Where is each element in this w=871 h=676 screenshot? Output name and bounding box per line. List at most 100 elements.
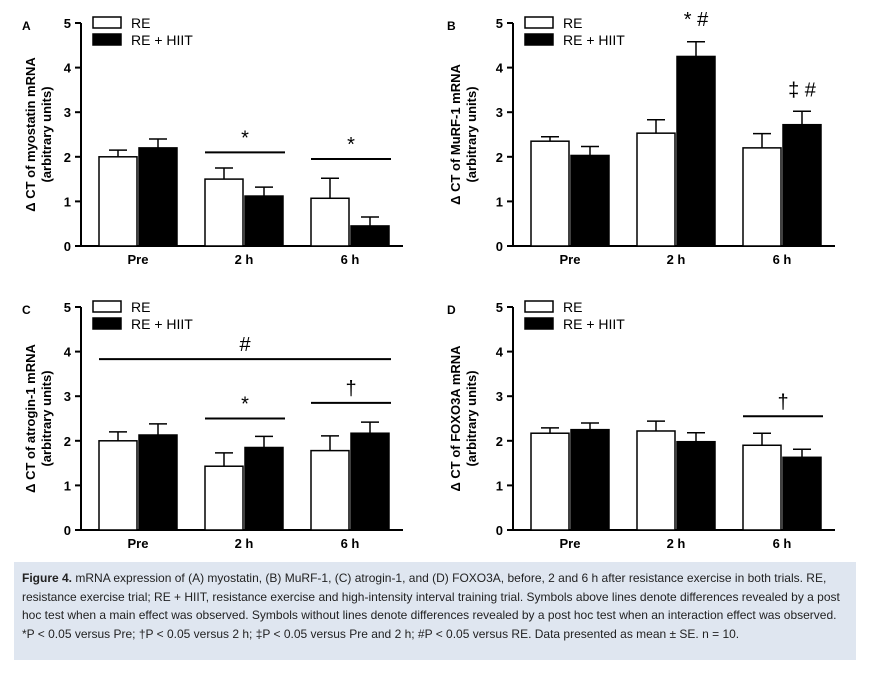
- bar-re-hiit: [676, 440, 716, 531]
- bar-re-hiit: [138, 434, 178, 531]
- legend-swatch: [524, 33, 554, 46]
- significance-symbol: *: [347, 134, 355, 156]
- y-tick-label: 3: [496, 105, 503, 120]
- legend-swatch: [524, 16, 554, 29]
- legend-swatch: [92, 300, 122, 313]
- y-tick-label: 2: [496, 434, 503, 449]
- y-tick-label: 5: [64, 300, 71, 315]
- y-tick-label: 5: [496, 300, 503, 315]
- y-tick-label: 4: [496, 345, 504, 360]
- legend-swatch: [524, 317, 554, 330]
- y-axis-title-units: (arbitrary units): [464, 86, 479, 182]
- bar-re-hiit: [244, 195, 284, 247]
- panel-label: A: [22, 19, 31, 33]
- chart-panel-a: A Δ CT of myostatin mRNA (arbitrary units)…: [22, 15, 403, 267]
- bar-re: [98, 156, 138, 247]
- x-tick-label: 6 h: [341, 252, 360, 267]
- y-tick-label: 1: [496, 478, 503, 493]
- panel-label: D: [447, 303, 456, 317]
- y-tick-label: 2: [496, 150, 503, 165]
- x-tick-label: 2 h: [667, 252, 686, 267]
- y-axis-title: Δ CT of MuRF-1 mRNA: [448, 64, 463, 205]
- bar-re-hiit: [350, 432, 390, 531]
- bar-re: [742, 147, 782, 247]
- bar-re: [310, 449, 350, 531]
- y-tick-label: 4: [64, 61, 72, 76]
- bar-re: [636, 430, 676, 531]
- significance-symbol: *: [241, 394, 249, 416]
- bar-re-hiit: [570, 154, 610, 247]
- chart-panel-d: D Δ CT of FOXO3A mRNA (arbitrary units) 0 1 2…: [447, 299, 835, 551]
- chart-panel-c: C Δ CT of atrogin-1 mRNA (arbitrary units)…: [22, 299, 403, 551]
- x-tick-label: 2 h: [235, 252, 254, 267]
- y-axis-title-units: (arbitrary units): [464, 370, 479, 466]
- legend-label: RE + HIIT: [131, 32, 193, 48]
- chart-panel-b: B Δ CT of MuRF-1 mRNA (arbitrary units) 0 1 2…: [447, 9, 835, 267]
- y-tick-label: 0: [496, 523, 503, 538]
- legend-label: RE + HIIT: [131, 316, 193, 332]
- significance-symbol: †: [345, 378, 356, 400]
- legend-label: RE: [563, 15, 582, 31]
- panel-label: B: [447, 19, 456, 33]
- y-tick-label: 1: [64, 478, 71, 493]
- y-axis-title-units: (arbitrary units): [39, 86, 54, 182]
- y-axis-title: Δ CT of FOXO3A mRNA: [448, 345, 463, 492]
- x-tick-label: 2 h: [667, 536, 686, 551]
- y-tick-label: 4: [496, 61, 504, 76]
- bar-re: [204, 465, 244, 531]
- figure-caption: Figure 4. mRNA expression of (A) myostat…: [14, 562, 856, 660]
- y-tick-label: 2: [64, 434, 71, 449]
- bar-re: [204, 178, 244, 247]
- bar-re-hiit: [782, 456, 822, 531]
- x-tick-label: Pre: [128, 252, 149, 267]
- caption-label: Figure 4.: [22, 571, 73, 585]
- bar-re-hiit: [570, 428, 610, 531]
- bar-re-hiit: [782, 123, 822, 247]
- bar-re: [530, 140, 570, 247]
- y-tick-label: 0: [64, 239, 71, 254]
- y-tick-label: 3: [64, 105, 71, 120]
- significance-symbol: †: [777, 391, 788, 413]
- figure-charts: AΔ CT of myostatin mRNA (arbitrary units)…: [22, 9, 835, 551]
- bar-re: [742, 444, 782, 531]
- bar-re: [530, 432, 570, 531]
- significance-symbol: *: [241, 127, 249, 149]
- legend-swatch: [92, 16, 122, 29]
- y-tick-label: 3: [496, 389, 503, 404]
- significance-symbol: #: [239, 334, 251, 356]
- x-tick-label: 6 h: [341, 536, 360, 551]
- y-tick-label: 4: [64, 345, 72, 360]
- y-tick-label: 0: [496, 239, 503, 254]
- x-tick-label: Pre: [128, 536, 149, 551]
- y-tick-label: 1: [496, 194, 503, 209]
- panel-label: C: [22, 303, 31, 317]
- y-tick-label: 0: [64, 523, 71, 538]
- legend-swatch: [92, 317, 122, 330]
- x-tick-label: 6 h: [773, 252, 792, 267]
- bar-re-hiit: [138, 147, 178, 247]
- legend-label: RE + HIIT: [563, 32, 625, 48]
- x-tick-label: Pre: [560, 536, 581, 551]
- legend-swatch: [524, 300, 554, 313]
- y-axis-title: Δ CT of myostatin mRNA: [23, 57, 38, 212]
- y-axis-title-units: (arbitrary units): [39, 370, 54, 466]
- bar-re-hiit: [676, 55, 716, 247]
- bar-re: [98, 440, 138, 531]
- y-tick-label: 1: [64, 194, 71, 209]
- legend-label: RE: [563, 299, 582, 315]
- bar-re-hiit: [244, 446, 284, 531]
- x-tick-label: 6 h: [773, 536, 792, 551]
- y-tick-label: 5: [64, 16, 71, 31]
- legend-label: RE + HIIT: [563, 316, 625, 332]
- significance-symbol: * #: [684, 9, 709, 31]
- x-tick-label: 2 h: [235, 536, 254, 551]
- bar-re: [310, 197, 350, 247]
- legend-label: RE: [131, 15, 150, 31]
- legend-swatch: [92, 33, 122, 46]
- bar-re-hiit: [350, 225, 390, 247]
- significance-symbol: ‡ #: [788, 80, 817, 102]
- legend-label: RE: [131, 299, 150, 315]
- y-tick-label: 5: [496, 16, 503, 31]
- y-axis-title: Δ CT of atrogin-1 mRNA: [23, 344, 38, 493]
- y-tick-label: 2: [64, 150, 71, 165]
